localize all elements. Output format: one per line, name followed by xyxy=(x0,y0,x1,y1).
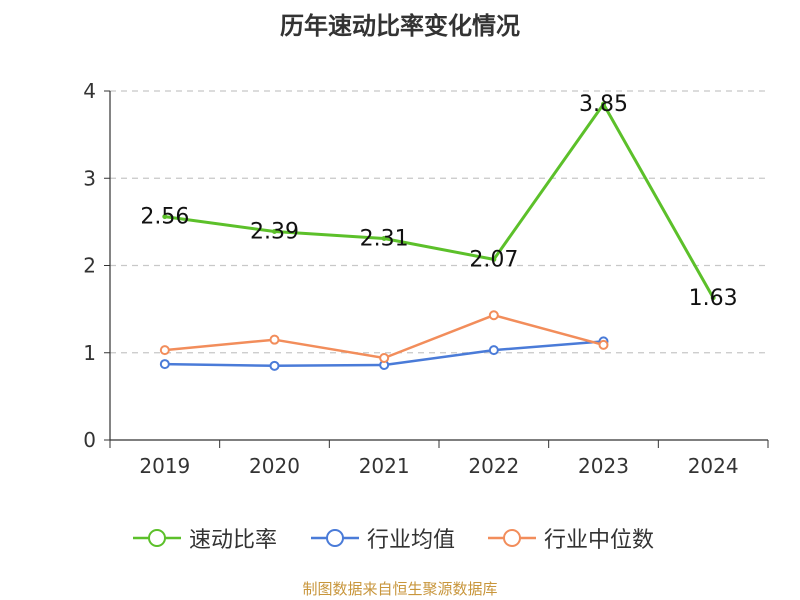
data-label-layer: 2.56 2.39 2.31 2.07 3.85 1.63 xyxy=(140,92,737,311)
x-tick-label-2023: 2023 xyxy=(578,454,629,478)
point-series-2-2019 xyxy=(159,345,170,356)
series-layer xyxy=(159,101,716,371)
series-line-2 xyxy=(164,313,604,360)
point-quick-ratio-2024 xyxy=(710,295,716,301)
point-series-2-2021 xyxy=(379,352,390,363)
point-quick-ratio-2021 xyxy=(381,235,387,241)
y-tick-label: 2 xyxy=(83,254,96,278)
data-label-2023: 3.85 xyxy=(579,92,628,117)
legend-marker-industry-mean xyxy=(311,529,359,547)
point-series-1-2022 xyxy=(488,345,499,356)
data-label-2024: 1.63 xyxy=(689,286,738,311)
y-tick-label: 4 xyxy=(83,79,96,103)
data-label-2021: 2.31 xyxy=(360,226,409,251)
point-series-1-2019 xyxy=(159,359,170,370)
point-series-2-2020 xyxy=(269,334,280,345)
point-quick-ratio-2022 xyxy=(491,256,497,262)
legend-label-industry-median: 行业中位数 xyxy=(544,528,655,553)
y-tick-label: 3 xyxy=(83,166,96,190)
legend-item-industry-mean[interactable]: 行业均值 xyxy=(311,518,455,558)
legend-marker-quick-ratio xyxy=(133,529,181,547)
point-series-2-2022 xyxy=(488,310,499,321)
point-quick-ratio-2020 xyxy=(272,228,277,234)
y-tick-label: 1 xyxy=(83,341,96,365)
x-tick-label-2019: 2019 xyxy=(139,454,190,478)
y-tick-label: 0 xyxy=(83,428,96,452)
source-note: 制图数据来自恒生聚源数据库 xyxy=(302,580,498,598)
point-series-1-2020 xyxy=(269,360,280,371)
axis-layer: 0 1 2 3 4 2019 2020 2021 2022 2023 2024 xyxy=(83,79,769,478)
point-series-2-2023 xyxy=(598,339,609,350)
point-quick-ratio-2019 xyxy=(162,214,168,220)
legend-marker-industry-median xyxy=(488,529,536,547)
data-label-2020: 2.39 xyxy=(250,219,299,244)
x-tick-label-2021: 2021 xyxy=(359,454,410,478)
data-label-2022: 2.07 xyxy=(469,247,518,272)
x-tick-label-2022: 2022 xyxy=(468,454,519,478)
point-quick-ratio-2023 xyxy=(601,101,606,107)
legend-label-quick-ratio: 速动比率 xyxy=(189,528,278,553)
legend-label-industry-mean: 行业均值 xyxy=(367,528,456,553)
x-tick-label-2024: 2024 xyxy=(688,454,739,478)
legend: 速动比率 行业均值 行业中位数 xyxy=(0,518,800,558)
series-line-0 xyxy=(164,102,715,299)
data-label-2019: 2.56 xyxy=(140,205,189,230)
chart-title: 历年速动比率变化情况 xyxy=(280,12,520,40)
legend-item-quick-ratio[interactable]: 速动比率 xyxy=(133,518,277,558)
legend-item-industry-median[interactable]: 行业中位数 xyxy=(488,518,654,558)
x-tick-label-2020: 2020 xyxy=(249,454,300,478)
